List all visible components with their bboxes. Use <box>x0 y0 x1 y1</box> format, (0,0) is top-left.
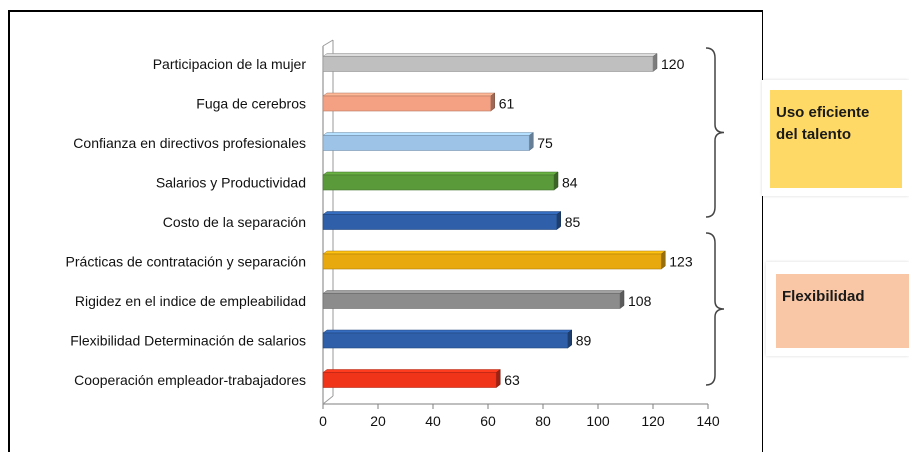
value-label: 84 <box>562 175 578 191</box>
bar <box>322 332 569 349</box>
x-tick-label-140: 140 <box>696 413 720 429</box>
bar <box>322 372 497 388</box>
bar-end-face <box>556 211 561 230</box>
x-tick-label-80: 80 <box>535 413 551 429</box>
x-tick-label-100: 100 <box>586 413 610 429</box>
category-label: Costo de la separación <box>163 214 306 230</box>
bar <box>322 56 654 72</box>
legend-uso-eficiente: Uso eficiente del talento <box>770 90 902 188</box>
category-label: Cooperación empleador-trabajadores <box>74 372 306 388</box>
bar-end-face <box>661 250 666 270</box>
category-label: Rigidez en el indice de empleabilidad <box>75 293 306 309</box>
bar <box>322 253 662 270</box>
bar-top-face <box>322 290 625 294</box>
category-label: Confianza en directivos profesionales <box>73 135 306 151</box>
brace-uso-eficiente <box>705 47 725 218</box>
category-label: Flexibilidad Determinación de salarios <box>70 333 306 349</box>
bar-end-face <box>619 290 625 309</box>
bar-top-face <box>322 329 573 334</box>
category-label: Fuga de cerebros <box>196 96 306 112</box>
bar-top-face <box>322 369 501 373</box>
value-label: 63 <box>504 372 520 388</box>
category-label: Salarios y Productividad <box>156 175 306 191</box>
bar-top-face <box>322 211 562 215</box>
bar-top-face <box>322 171 559 176</box>
legend-uso-line1: Uso eficiente <box>776 104 870 121</box>
x-tick-label-60: 60 <box>480 413 496 429</box>
bar-end-face <box>529 132 534 151</box>
bar <box>322 214 558 230</box>
bar <box>322 95 492 112</box>
category-label: Participacion de la mujer <box>153 56 307 72</box>
value-label: 108 <box>628 293 652 309</box>
bar-top-face <box>322 53 658 57</box>
bar-end-face <box>652 53 658 72</box>
legend-flexibilidad: Flexibilidad <box>776 274 909 348</box>
x-tick-label-20: 20 <box>370 413 386 429</box>
value-label: 75 <box>537 135 553 151</box>
bar-top-face <box>322 250 666 255</box>
value-label: 89 <box>576 333 592 349</box>
legend-uso-line2: del talento <box>776 126 852 143</box>
x-tick-label-40: 40 <box>425 413 441 429</box>
bar-end-face <box>496 369 501 388</box>
bar-end-face <box>490 92 495 112</box>
value-label: 120 <box>661 56 685 72</box>
bar <box>322 293 621 309</box>
value-label: 85 <box>565 214 581 230</box>
bar-end-face <box>553 171 559 191</box>
category-label: Prácticas de contratación y separación <box>66 254 306 270</box>
axis-depth-top <box>322 39 334 47</box>
x-tick-label-0: 0 <box>319 413 327 429</box>
bar <box>322 174 555 191</box>
legend-flex-label: Flexibilidad <box>782 288 865 305</box>
bar <box>322 135 530 151</box>
bar-chart: 0 20 40 60 80 100 120 140 Participacion de la mu… <box>66 39 725 429</box>
value-label: 123 <box>669 254 693 270</box>
bar-top-face <box>322 132 534 136</box>
bar-end-face <box>567 329 572 349</box>
brace-flexibilidad <box>705 232 725 386</box>
axis-depth-bottom <box>322 395 334 405</box>
x-tick-label-120: 120 <box>641 413 665 429</box>
bar-top-face <box>322 92 496 97</box>
value-label: 61 <box>499 96 515 112</box>
